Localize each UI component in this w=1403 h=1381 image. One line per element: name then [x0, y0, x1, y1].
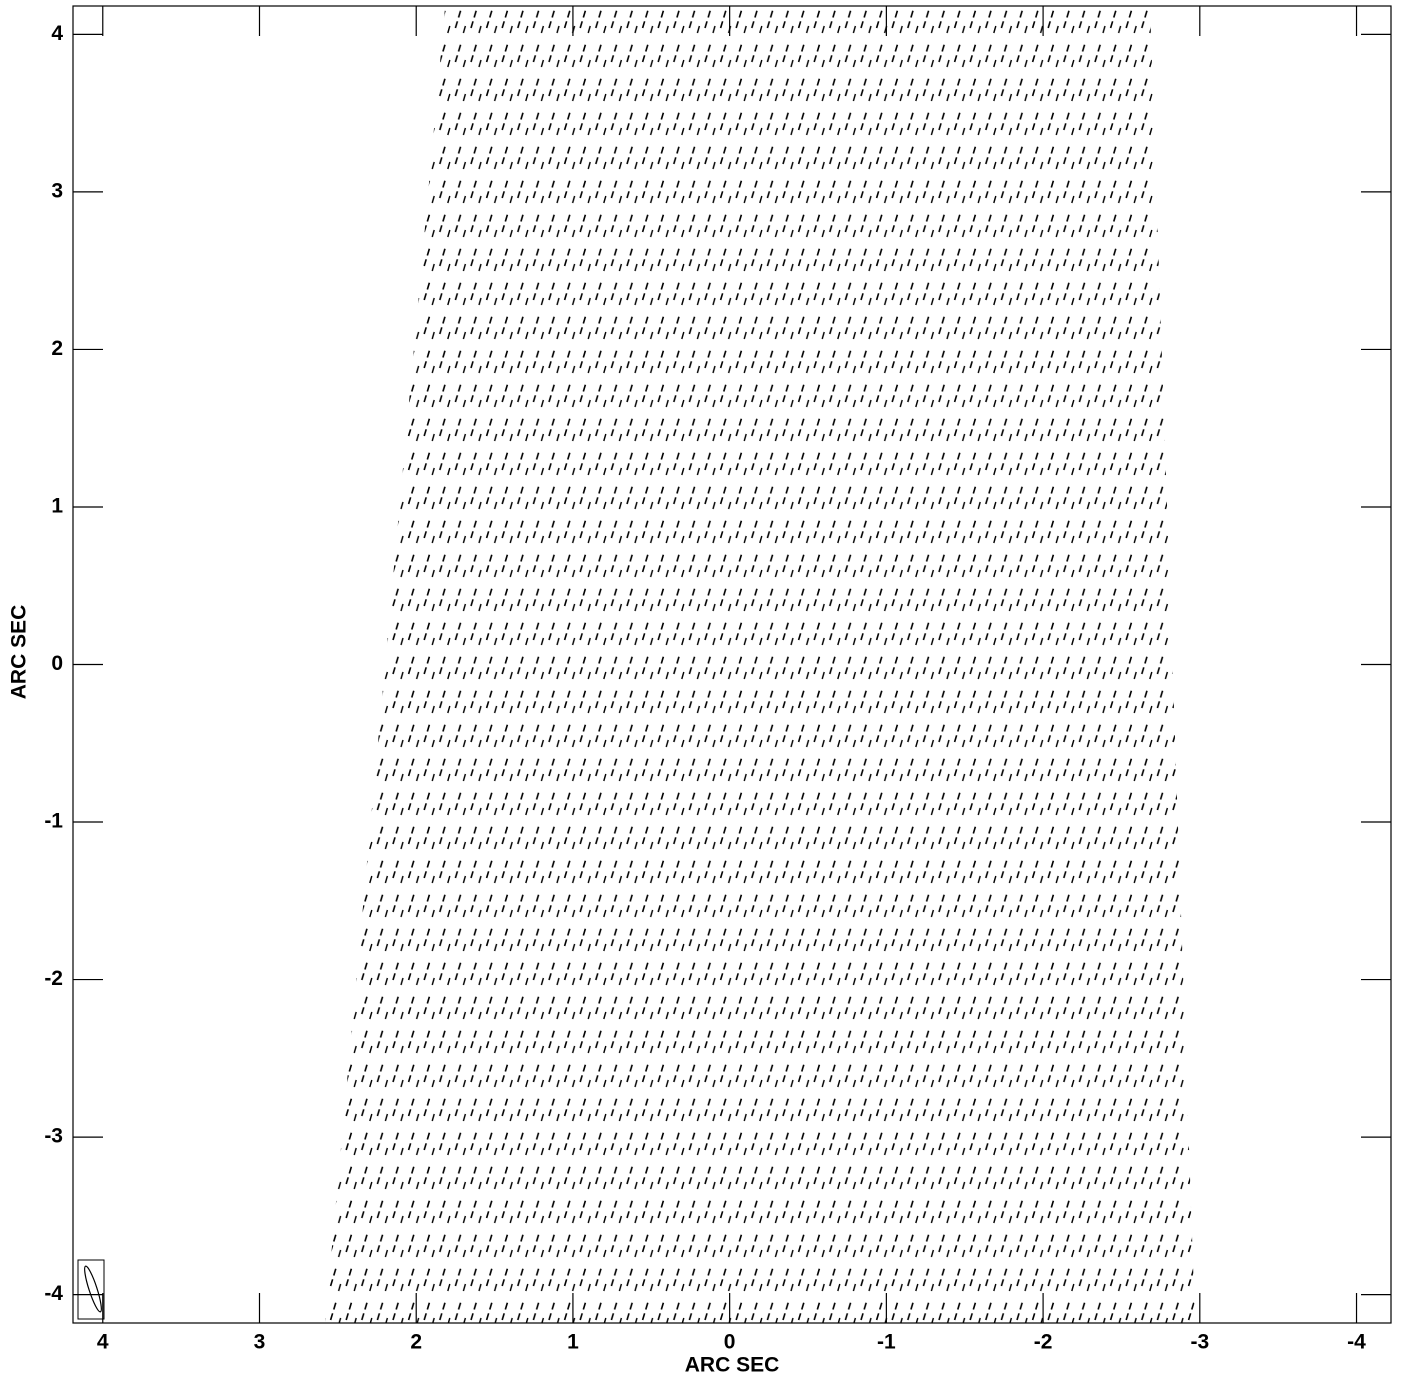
y-axis-label: ARC SEC [8, 605, 31, 700]
contour-fringes [325, 8, 1195, 1323]
y-tick-label: 0 [51, 652, 63, 675]
beam [77, 1259, 105, 1320]
x-tick-label: -4 [1347, 1331, 1366, 1354]
y-tick-label: 2 [51, 337, 63, 360]
x-tick-label: 3 [254, 1331, 266, 1354]
y-tick-label: 3 [51, 179, 63, 202]
y-tick-label: -3 [44, 1125, 63, 1148]
x-tick-label: -2 [1034, 1331, 1053, 1354]
y-tick-label: 4 [51, 22, 63, 45]
x-tick-label: 2 [410, 1331, 422, 1354]
y-tick-label: -4 [44, 1282, 63, 1305]
x-tick-label: -1 [877, 1331, 896, 1354]
y-tick-label: -1 [44, 810, 63, 833]
x-tick-label: 1 [567, 1331, 579, 1354]
x-tick-label: -3 [1190, 1331, 1209, 1354]
x-tick-label: 4 [97, 1331, 109, 1354]
x-axis-label: ARC SEC [685, 1354, 780, 1377]
y-tick-label: 1 [51, 495, 63, 518]
x-tick-label: 0 [724, 1331, 736, 1354]
y-tick-label: -2 [44, 967, 63, 990]
